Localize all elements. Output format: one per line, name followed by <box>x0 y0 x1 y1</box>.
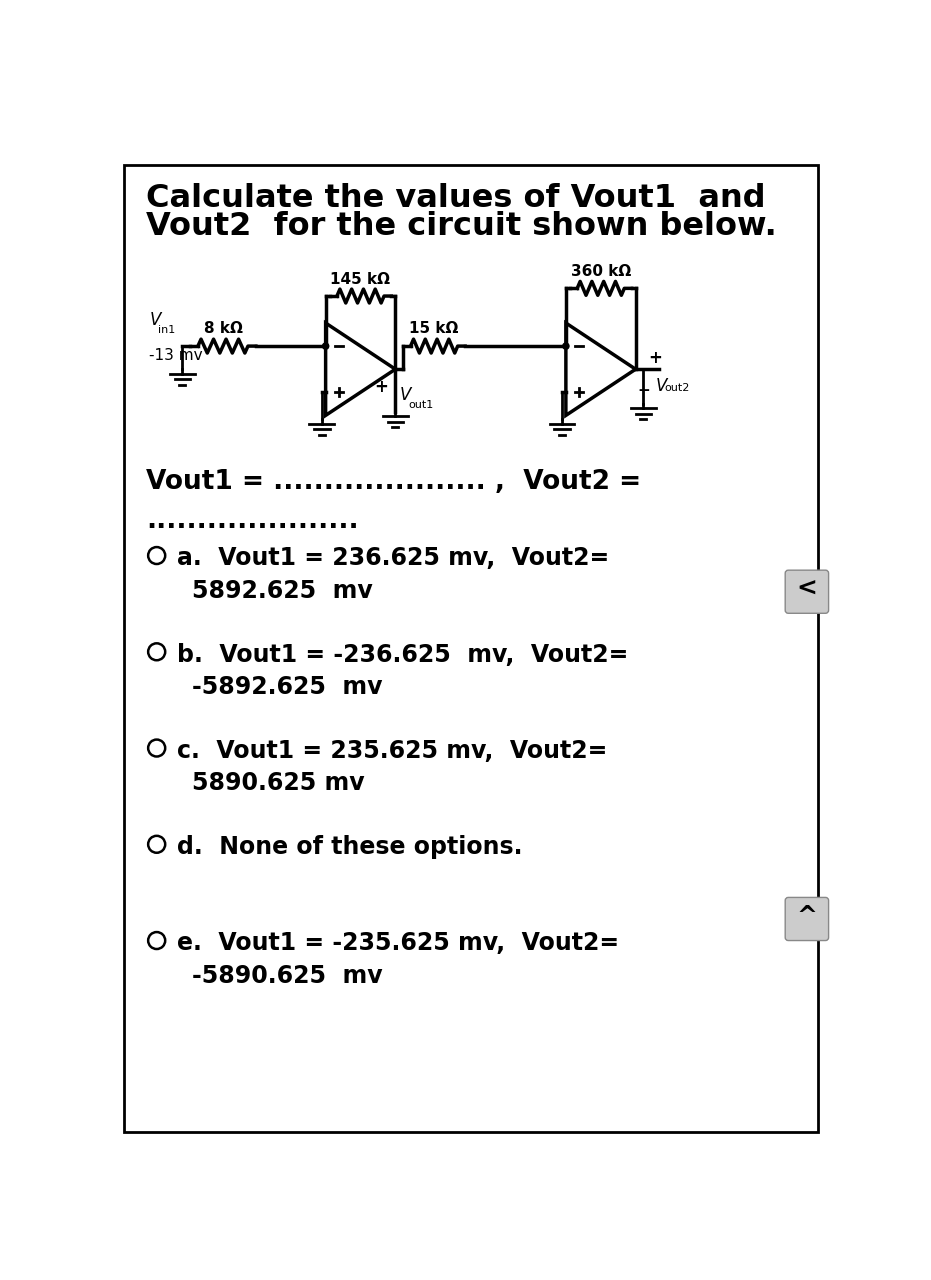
Text: $V$: $V$ <box>655 376 669 396</box>
Text: d.  None of these options.: d. None of these options. <box>177 835 522 859</box>
Text: 5892.625  mv: 5892.625 mv <box>193 579 373 603</box>
Circle shape <box>322 343 329 349</box>
Text: −: − <box>637 383 650 398</box>
Text: c.  Vout1 = 235.625 mv,  Vout2=: c. Vout1 = 235.625 mv, Vout2= <box>177 739 607 763</box>
Text: e.  Vout1 = -235.625 mv,  Vout2=: e. Vout1 = -235.625 mv, Vout2= <box>177 932 619 955</box>
Text: $V$: $V$ <box>399 385 413 404</box>
Text: out2: out2 <box>665 383 690 393</box>
Text: <: < <box>796 577 817 600</box>
Text: Calculate the values of Vout1  and: Calculate the values of Vout1 and <box>146 183 765 214</box>
Text: $V$: $V$ <box>149 311 163 329</box>
FancyBboxPatch shape <box>785 570 829 613</box>
Text: 145 kΩ: 145 kΩ <box>331 271 390 287</box>
Text: -5890.625  mv: -5890.625 mv <box>193 964 383 988</box>
Text: 8 kΩ: 8 kΩ <box>204 321 242 337</box>
Circle shape <box>562 343 569 349</box>
Text: 5890.625 mv: 5890.625 mv <box>193 771 365 795</box>
Text: b.  Vout1 = -236.625  mv,  Vout2=: b. Vout1 = -236.625 mv, Vout2= <box>177 643 628 667</box>
Text: out1: out1 <box>409 401 434 410</box>
Text: .....................: ..................... <box>146 508 358 534</box>
Text: +: + <box>648 349 662 367</box>
Text: Vout2  for the circuit shown below.: Vout2 for the circuit shown below. <box>146 211 776 242</box>
Text: 360 kΩ: 360 kΩ <box>571 264 631 279</box>
Text: 15 kΩ: 15 kΩ <box>410 321 459 337</box>
Text: +: + <box>374 378 388 396</box>
Text: ^: ^ <box>796 904 817 928</box>
Text: a.  Vout1 = 236.625 mv,  Vout2=: a. Vout1 = 236.625 mv, Vout2= <box>177 547 609 571</box>
FancyBboxPatch shape <box>785 897 829 941</box>
Text: Vout1 = ..................... ,  Vout2 =: Vout1 = ..................... , Vout2 = <box>146 470 641 495</box>
Text: -13 mv: -13 mv <box>149 348 203 362</box>
Text: -5892.625  mv: -5892.625 mv <box>193 675 383 699</box>
Text: in1: in1 <box>158 325 175 335</box>
